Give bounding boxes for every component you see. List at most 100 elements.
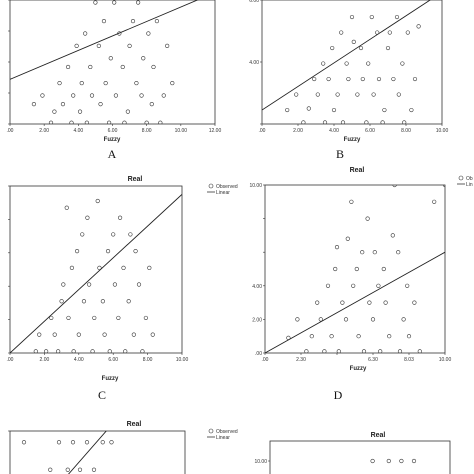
panel-d-point [334,245,340,250]
panel-a-points [31,0,175,124]
panel-a-point [125,109,130,114]
panel-a-point [83,31,88,36]
panel-d-point [322,349,327,353]
panel-c-x-tick-label: 8.00 [143,357,153,363]
panel-a-x-tick-label: .00 [7,128,14,134]
panel-d-x-tick-label: 10.00 [439,357,452,363]
panel-f-title: Real [371,432,386,439]
panel-d-point [351,283,356,288]
panel-e-legend: Observed Linear [207,428,238,441]
panel-a-point [161,93,166,98]
panel-c-point [76,332,81,337]
panel-c-point [85,215,90,220]
panel-d-point [406,334,412,339]
panel-b-point [330,45,335,51]
panel-d-point [392,185,397,188]
panel-a-point [144,120,149,124]
panel-c-point [87,282,92,287]
panel-c-legend: Observed Linear [207,183,238,196]
panel-a-point [106,120,112,124]
panel-d-point [381,266,386,272]
panel-d-point [333,266,338,272]
panel-c-x-ticks: .00 2.00 4.00 6.00 8.00 10.00 [7,353,189,363]
panel-d-x-tick-label: 2.30 [296,357,306,363]
panel-e-point [48,467,53,472]
panel-b-point [344,61,349,66]
panel-a-point [112,0,117,5]
panel-d-x-tick-label: 8.03 [404,357,414,363]
panel-a-point [88,64,93,70]
panel-d-point [360,250,365,255]
panel-b-point [322,120,328,124]
panel-b-point [369,14,374,20]
panel-c-point [81,299,87,304]
panel-c-point [150,332,155,337]
panel-e-title: Real [127,421,142,428]
panel-d-point [340,300,345,305]
panel-c-x-tick-label: 10.00 [176,357,189,363]
panel-c-x-tick-label: 6.00 [108,357,118,363]
panel-e-y-ticks [8,430,10,432]
panel-f-y-ticks: 10.00 [254,459,270,465]
panel-d-legend-linear: Lin [466,182,473,188]
panel-c-point [116,315,121,321]
panel-a-x-tick-label: 10.00 [175,128,188,134]
panel-c-point [37,332,42,337]
panel-c-points [33,198,155,353]
panel-a-point [31,102,37,107]
panel-a-point [93,0,98,5]
panel-a-point [103,80,108,86]
panel-b-point [364,120,369,124]
panel-d-point [329,334,334,339]
panel-a-point [40,93,45,98]
panel-b-point [315,92,320,97]
panel-b-x-tick-label: .00 [259,128,266,134]
panel-f-points [370,458,417,464]
panel-d-y-tick-label: 4.00 [252,284,262,290]
panel-c-legend-observed-marker [208,183,214,189]
panel-e-fit [68,431,107,474]
panel-d-fit [265,251,445,353]
panel-c-point [105,249,111,254]
panel-b-point [351,39,356,44]
panel-a-point [57,80,62,86]
panel-b-x-tick-label: 6.00 [365,128,375,134]
panel-b-x-ticks: .00 2.00 4.00 6.00 8.00 10.00 [259,124,448,134]
panel-b-point [396,92,401,97]
panel-c-point [140,349,145,353]
panel-d-point [390,233,395,238]
panel-d-point [318,317,323,322]
panel-c-point [74,249,80,254]
panel-e-points [21,440,114,472]
panel-c-point [112,282,118,287]
panel-c-point [64,205,69,210]
panel-a-x-tick-label: 8.00 [142,128,152,134]
panel-b-point [355,92,360,97]
panel-c-point [111,232,116,237]
panel-b-point [409,107,414,113]
panel-a-point [65,64,71,70]
panel-b-point [312,76,317,82]
panel-d-point [405,283,410,288]
panel-d-point [412,300,417,305]
panel-c-point [126,299,131,304]
panel-a-point [130,18,136,24]
panel-c-point [147,265,152,270]
panel-a-x-tick-label: 2.00 [39,128,49,134]
panel-c-point [56,349,61,353]
panel-c-title: Real [128,176,143,183]
panel-d-y-tick-label: .00 [255,351,262,357]
panel-b-point [405,30,410,35]
panel-b-point [358,45,364,51]
panel-c-x-tick-label: .00 [7,357,14,363]
panel-a-point [158,120,163,124]
panel-c-point [80,232,85,237]
panel-d-point [401,317,406,322]
panel-b-point [391,76,396,82]
panel-a-x-tick-label: 4.00 [73,128,83,134]
panel-c: Real Observed Linear .00 2.00 4.00 6.00 8.00… [7,176,238,402]
panel-b-point [285,107,290,113]
panel-e-point [21,440,27,445]
panel-b-y-tick-label: 6.00 [249,0,259,4]
panel-a-x-tick-label: 6.00 [108,128,118,134]
